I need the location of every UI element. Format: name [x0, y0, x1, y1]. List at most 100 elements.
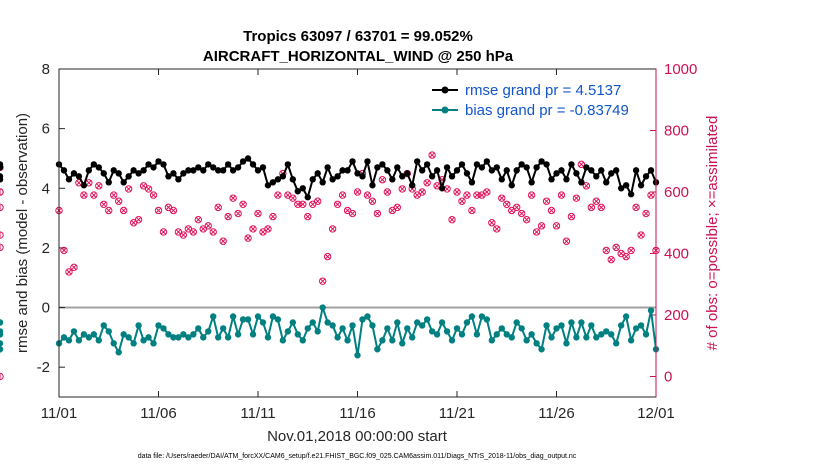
obs-assimilated-stroke — [160, 229, 167, 235]
rmse-point — [642, 173, 650, 180]
bias-point — [180, 331, 187, 338]
rmse-point — [622, 182, 630, 189]
obs-possible-marker — [0, 243, 4, 252]
obs-assimilated-stroke — [374, 210, 381, 217]
obs-possible-marker — [0, 372, 4, 381]
bias-point — [234, 331, 242, 338]
bias-point — [453, 325, 461, 332]
obs-assimilated-marker — [295, 201, 301, 208]
obs-assimilated-stroke — [91, 192, 97, 198]
obs-assimilated-stroke — [459, 198, 465, 204]
obs-assimilated-stroke — [195, 216, 202, 223]
bias-point — [364, 313, 371, 320]
bias-point — [399, 340, 406, 347]
obs-possible-marker — [468, 206, 476, 215]
bias-point — [563, 340, 570, 347]
obs-assimilated-stroke — [568, 213, 575, 220]
obs-assimilated-marker — [548, 207, 555, 214]
obs-assimilated-stroke — [543, 198, 550, 204]
obs-possible-marker — [105, 206, 113, 215]
bias-point — [210, 313, 217, 320]
obs-assimilated-marker — [270, 213, 276, 220]
bias-point — [493, 331, 500, 338]
obs-assimilated-stroke — [245, 235, 251, 241]
rmse-point — [284, 161, 292, 168]
obs-possible-marker — [60, 246, 68, 255]
obs-assimilated-marker — [190, 229, 197, 235]
rmse-point — [150, 164, 157, 171]
obs-assimilated-marker — [175, 229, 182, 235]
obs-assimilated-marker — [319, 278, 326, 284]
bias-point — [647, 307, 655, 314]
obs-assimilated-stroke — [633, 204, 639, 211]
obs-assimilated-marker — [180, 232, 187, 238]
rmse-point — [195, 164, 202, 171]
rmse-point — [488, 167, 496, 174]
obs-possible-marker — [537, 222, 546, 230]
rmse-point — [528, 179, 535, 186]
rmse-point — [125, 173, 132, 180]
obs-possible-marker — [503, 200, 511, 208]
obs-assimilated-marker — [384, 189, 391, 195]
obs-assimilated-stroke — [638, 232, 644, 238]
rmse-point — [538, 158, 545, 165]
obs-assimilated-marker — [115, 198, 122, 204]
bias-point — [404, 325, 411, 332]
rmse-point — [100, 170, 107, 177]
obs-assimilated-stroke — [369, 198, 376, 204]
obs-assimilated-stroke — [66, 269, 72, 275]
bias-point — [264, 334, 272, 341]
obs-assimilated-stroke — [185, 226, 192, 232]
obs-assimilated-marker — [250, 226, 256, 232]
obs-possible-marker — [527, 191, 536, 199]
obs-possible-marker — [627, 246, 635, 255]
obs-assimilated-marker — [135, 216, 142, 223]
obs-assimilated-stroke — [419, 189, 425, 195]
obs-assimilated-stroke — [329, 226, 336, 232]
obs-possible-marker — [488, 219, 496, 227]
rmse-point — [304, 194, 311, 201]
obs-possible-marker — [642, 209, 650, 218]
obs-possible-marker — [547, 206, 556, 215]
obs-assimilated-marker — [195, 216, 202, 223]
rmse-point — [369, 182, 376, 189]
obs-assimilated-marker — [543, 198, 550, 204]
obs-possible-marker — [378, 175, 387, 184]
chart-title-line2: AIRCRAFT_HORIZONTAL_WIND @ 250 hPa — [203, 48, 514, 65]
obs-possible-marker — [239, 200, 247, 208]
obs-assimilated-marker — [429, 152, 435, 158]
rmse-point — [543, 161, 550, 168]
obs-assimilated-marker — [578, 161, 585, 168]
obs-possible-marker — [557, 191, 566, 199]
rmse-point — [309, 176, 316, 183]
obs-assimilated-marker — [513, 204, 520, 211]
bias-point — [608, 331, 615, 338]
obs-possible-marker — [473, 191, 481, 199]
obs-assimilated-stroke — [424, 180, 430, 186]
series-lines — [0, 155, 660, 359]
bias-point — [170, 334, 177, 341]
y-tick-label-left: 4 — [42, 180, 50, 197]
obs-possible-marker — [458, 197, 466, 205]
obs-possible-marker — [363, 191, 372, 199]
bias-point — [289, 319, 297, 326]
obs-assimilated-marker — [538, 223, 545, 229]
rmse-point — [433, 167, 441, 174]
obs-possible-marker — [353, 188, 362, 196]
obs-possible-marker — [632, 203, 640, 212]
obs-assimilated-marker — [225, 213, 231, 220]
bias-point — [95, 337, 103, 344]
obs-assimilated-marker — [110, 192, 117, 198]
obs-possible-marker — [383, 188, 392, 196]
rmse-point — [165, 173, 172, 180]
obs-possible-marker — [587, 203, 596, 212]
obs-assimilated-marker — [503, 201, 510, 208]
obs-assimilated-marker — [349, 210, 356, 217]
bias-point — [488, 337, 496, 344]
bias-point — [578, 319, 585, 326]
obs-assimilated-stroke — [533, 229, 540, 235]
rmse-point — [389, 176, 396, 183]
obs-possible-marker — [592, 197, 600, 205]
obs-assimilated-stroke — [354, 189, 361, 195]
obs-possible-marker — [294, 200, 302, 208]
